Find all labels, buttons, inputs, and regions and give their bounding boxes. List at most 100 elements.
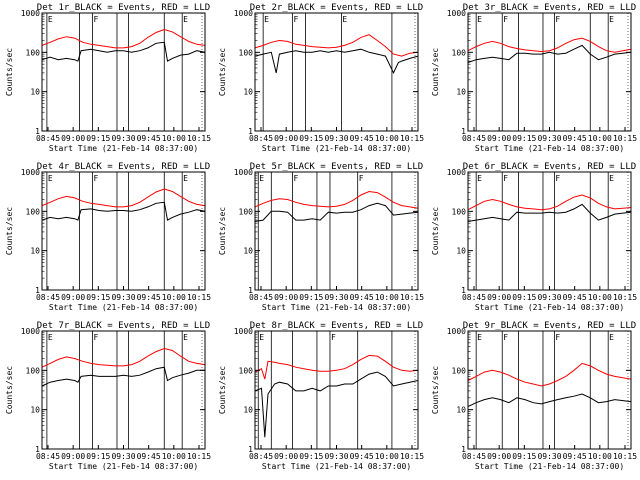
x-tick-label: 10:00 [375,134,399,143]
x-tick-label: 09:00 [487,452,511,461]
x-tick-label: 09:00 [61,134,85,143]
x-tick-label: 09:00 [274,134,298,143]
y-tick-label: 1 [461,445,466,454]
panel-title: Det 9r_BLACK = Events, RED = LLD [463,321,636,331]
x-tick-label: 10:00 [588,134,612,143]
marker-label: F [503,333,508,342]
x-tick-label: 10:15 [400,293,424,302]
x-tick-label: 09:30 [324,134,348,143]
series-events-line [254,202,419,222]
plot-frame [467,12,632,132]
series-events-line [467,44,632,63]
marker-label: F [331,333,336,342]
x-tick-label: 09:15 [299,452,323,461]
y-tick-label: 1 [461,286,466,295]
y-tick-label: 1000 [447,168,466,177]
x-tick-label: 09:45 [563,134,587,143]
x-tick-label: 09:00 [487,134,511,143]
x-tick-label: 09:45 [350,134,374,143]
x-axis-label: Start Time (21-Feb-14 08:37:00) [262,462,411,471]
y-tick-label: 1 [35,445,40,454]
series-lld-line [467,362,632,387]
x-tick-label: 09:15 [86,452,110,461]
x-tick-label: 08:45 [249,293,273,302]
x-axis-label: Start Time (21-Feb-14 08:37:00) [475,144,624,153]
y-tick-label: 10 [243,406,253,415]
panel-title: Det 3r_BLACK = Events, RED = LLD [463,3,636,13]
x-tick-label: 08:45 [462,134,486,143]
x-tick-label: 10:15 [400,134,424,143]
marker-label: E [48,174,53,183]
y-tick-label: 1000 [234,327,253,336]
x-axis-label: Start Time (21-Feb-14 08:37:00) [262,303,411,312]
marker-label: E [183,15,188,24]
y-axis-label: Counts/sec [431,48,440,96]
marker-label: F [503,174,508,183]
series-lld-line [41,28,206,49]
x-tick-label: 08:45 [36,134,60,143]
x-tick-label: 09:15 [299,293,323,302]
x-tick-label: 09:30 [537,452,561,461]
marker-label: E [609,333,614,342]
x-axis-label: Start Time (21-Feb-14 08:37:00) [262,144,411,153]
panel-3: Det 3r_BLACK = Events, RED = LLD E F F E 1 10 1… [431,3,637,153]
x-tick-label: 10:15 [187,452,211,461]
x-tick-label: 09:45 [563,452,587,461]
panel-5: Det 5r_BLACK = Events, RED = LLD E F F 1 10 10… [218,162,424,312]
x-tick-label: 10:00 [588,452,612,461]
marker-label: F [503,15,508,24]
plot-frame [254,330,419,450]
x-tick-label: 09:15 [512,293,536,302]
marker-label: F [293,15,298,24]
plot-frame [467,330,632,450]
x-tick-label: 09:45 [563,293,587,302]
series-events-line [467,203,632,222]
panel-2: Det 2r_BLACK = Events, RED = LLD E F E 1 10 10… [218,3,424,153]
x-tick-label: 10:00 [162,134,186,143]
x-tick-label: 09:45 [350,452,374,461]
series-events-line [41,201,206,221]
y-tick-label: 1 [248,127,253,136]
marker-label: E [477,174,482,183]
panel-title: Det 7r_BLACK = Events, RED = LLD [37,321,210,331]
plot-frame [41,12,206,132]
x-tick-label: 08:45 [249,134,273,143]
y-tick-label: 10 [30,247,40,256]
x-tick-label: 10:15 [400,452,424,461]
marker-label: F [359,174,364,183]
y-tick-label: 1 [248,445,253,454]
x-tick-label: 10:15 [613,293,637,302]
x-axis-label: Start Time (21-Feb-14 08:37:00) [475,462,624,471]
plot-frame [467,171,632,291]
y-tick-label: 100 [452,48,467,57]
y-tick-label: 10 [30,88,40,97]
series-lld-line [467,37,632,53]
y-tick-label: 1000 [447,9,466,18]
x-tick-label: 09:15 [86,293,110,302]
panel-6: Det 6r_BLACK = Events, RED = LLD E F F E 1 10 1… [431,162,637,312]
x-tick-label: 10:00 [375,293,399,302]
x-tick-label: 09:00 [274,452,298,461]
plot-frame [41,330,206,450]
y-tick-label: 1 [35,127,40,136]
x-tick-label: 09:15 [512,452,536,461]
y-tick-label: 1 [35,286,40,295]
x-tick-label: 08:45 [462,293,486,302]
y-tick-label: 100 [239,207,254,216]
x-tick-label: 09:45 [137,452,161,461]
y-tick-label: 10 [456,247,466,256]
plot-frame [254,171,419,291]
x-tick-label: 09:00 [274,293,298,302]
x-tick-label: 09:00 [61,452,85,461]
marker-label: F [94,15,99,24]
y-tick-label: 1000 [234,9,253,18]
x-tick-label: 10:15 [187,134,211,143]
x-tick-label: 09:00 [487,293,511,302]
x-tick-label: 08:45 [249,452,273,461]
panel-7: Det 7r_BLACK = Events, RED = LLD E F E 1 10 10… [5,321,211,471]
series-events-line [41,366,205,387]
x-tick-label: 10:00 [162,293,186,302]
y-tick-label: 100 [452,366,467,375]
marker-label: F [94,174,99,183]
